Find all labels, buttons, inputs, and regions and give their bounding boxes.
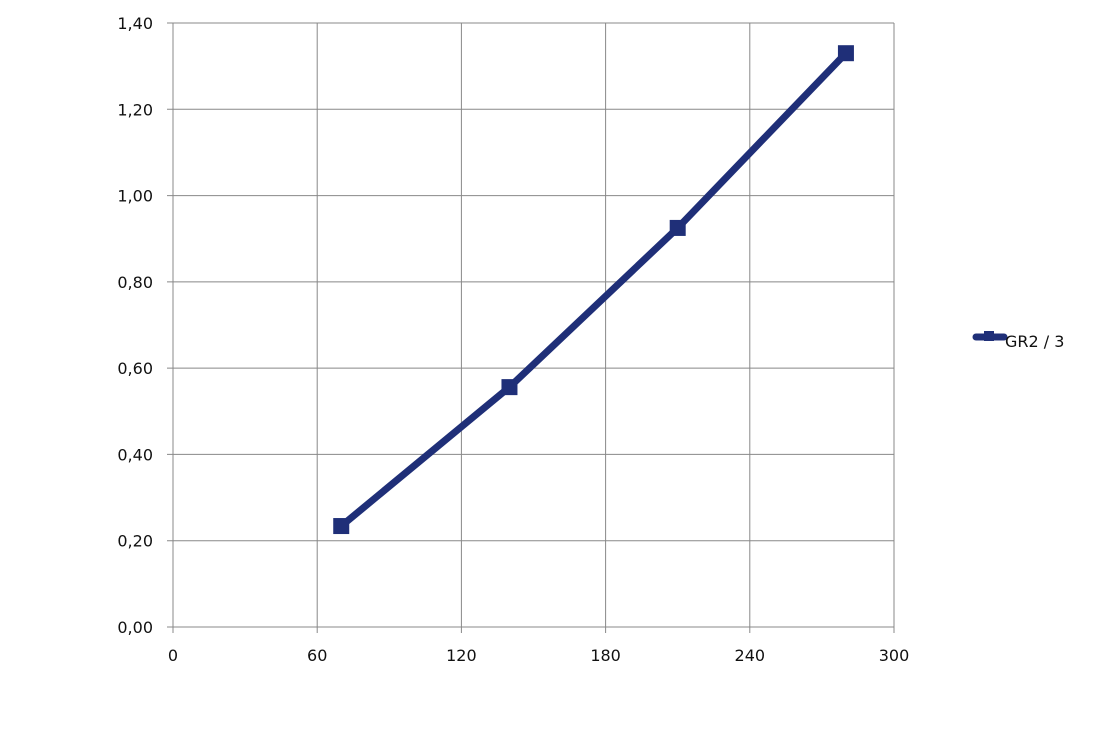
data-point (501, 379, 518, 396)
x-tick-label: 240 (735, 646, 766, 665)
y-tick-label: 0,80 (117, 273, 153, 292)
y-tick-label: 0,60 (117, 359, 153, 378)
y-tick-label: 0,20 (117, 532, 153, 551)
data-point (333, 518, 350, 535)
y-tick-label: 1,00 (117, 187, 153, 206)
x-tick-label: 120 (446, 646, 477, 665)
data-point (837, 45, 854, 62)
y-tick-label: 1,40 (117, 14, 153, 33)
series-line (339, 50, 849, 529)
data-point (669, 219, 686, 236)
x-tick-label: 60 (307, 646, 327, 665)
x-tick-label: 0 (168, 646, 178, 665)
y-tick-label: 0,40 (117, 445, 153, 464)
legend-marker-icon (984, 331, 994, 341)
y-tick-label: 0,00 (117, 618, 153, 637)
legend-label: GR2 / 3 (1005, 332, 1064, 351)
x-tick-label: 300 (879, 646, 910, 665)
x-tick-label: 180 (590, 646, 621, 665)
y-tick-label: 1,20 (117, 100, 153, 119)
